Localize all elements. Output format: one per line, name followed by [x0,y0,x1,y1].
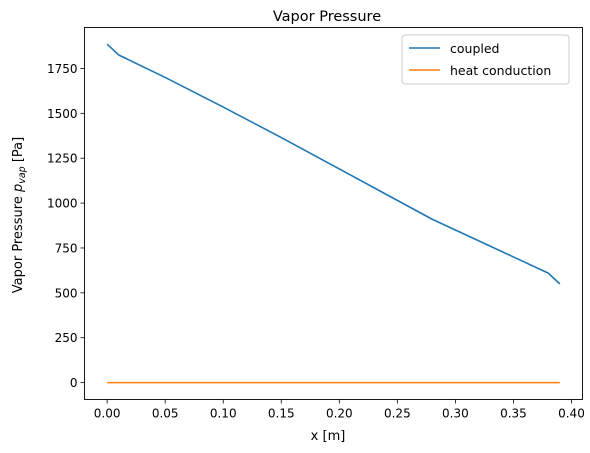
y-axis-label: Vapor Pressure pvap [Pa] [11,137,28,293]
chart-title: Vapor Pressure [273,9,381,25]
x-tick-label: 0.35 [500,407,527,421]
legend: coupled heat conduction [401,34,570,85]
y-tick-label: 250 [55,331,78,345]
x-tick-label: 0.40 [558,407,585,421]
x-tick-label: 0.30 [442,407,469,421]
y-tick-label: 1500 [47,107,78,121]
y-axis-label-subscript: vap [17,166,28,183]
y-axis-label-prefix: Vapor Pressure [11,192,26,293]
series-line-coupled [106,43,561,285]
plot-lines [106,43,561,384]
y-tick-label: 750 [55,241,78,255]
legend-label-coupled: coupled [450,41,499,56]
plot-area-frame [84,27,583,400]
y-tick-label: 500 [55,286,78,300]
y-tick-label: 1750 [47,62,78,76]
x-tick-label: 0.05 [152,407,179,421]
y-tick-label: 1250 [47,152,78,166]
y-axis-label-symbol: p [11,184,26,193]
x-axis-label: x [m] [311,429,346,444]
x-tick-label: 0.10 [210,407,237,421]
x-tick-label: 0.15 [268,407,295,421]
y-tick-label: 0 [70,376,78,390]
legend-box [401,34,570,85]
x-tick-label: 0.20 [326,407,353,421]
y-axis-label-suffix: [Pa] [11,137,26,167]
y-axis-ticks: 0 250 500 750 1000 1250 1500 1750 [47,62,85,390]
legend-label-heat-conduction: heat conduction [450,63,551,78]
y-tick-label: 1000 [47,197,78,211]
x-axis-ticks: 0.00 0.05 0.10 0.15 0.20 0.25 0.30 0.35 0.40 [94,399,585,421]
x-tick-label: 0.00 [94,407,121,421]
x-tick-label: 0.25 [384,407,411,421]
